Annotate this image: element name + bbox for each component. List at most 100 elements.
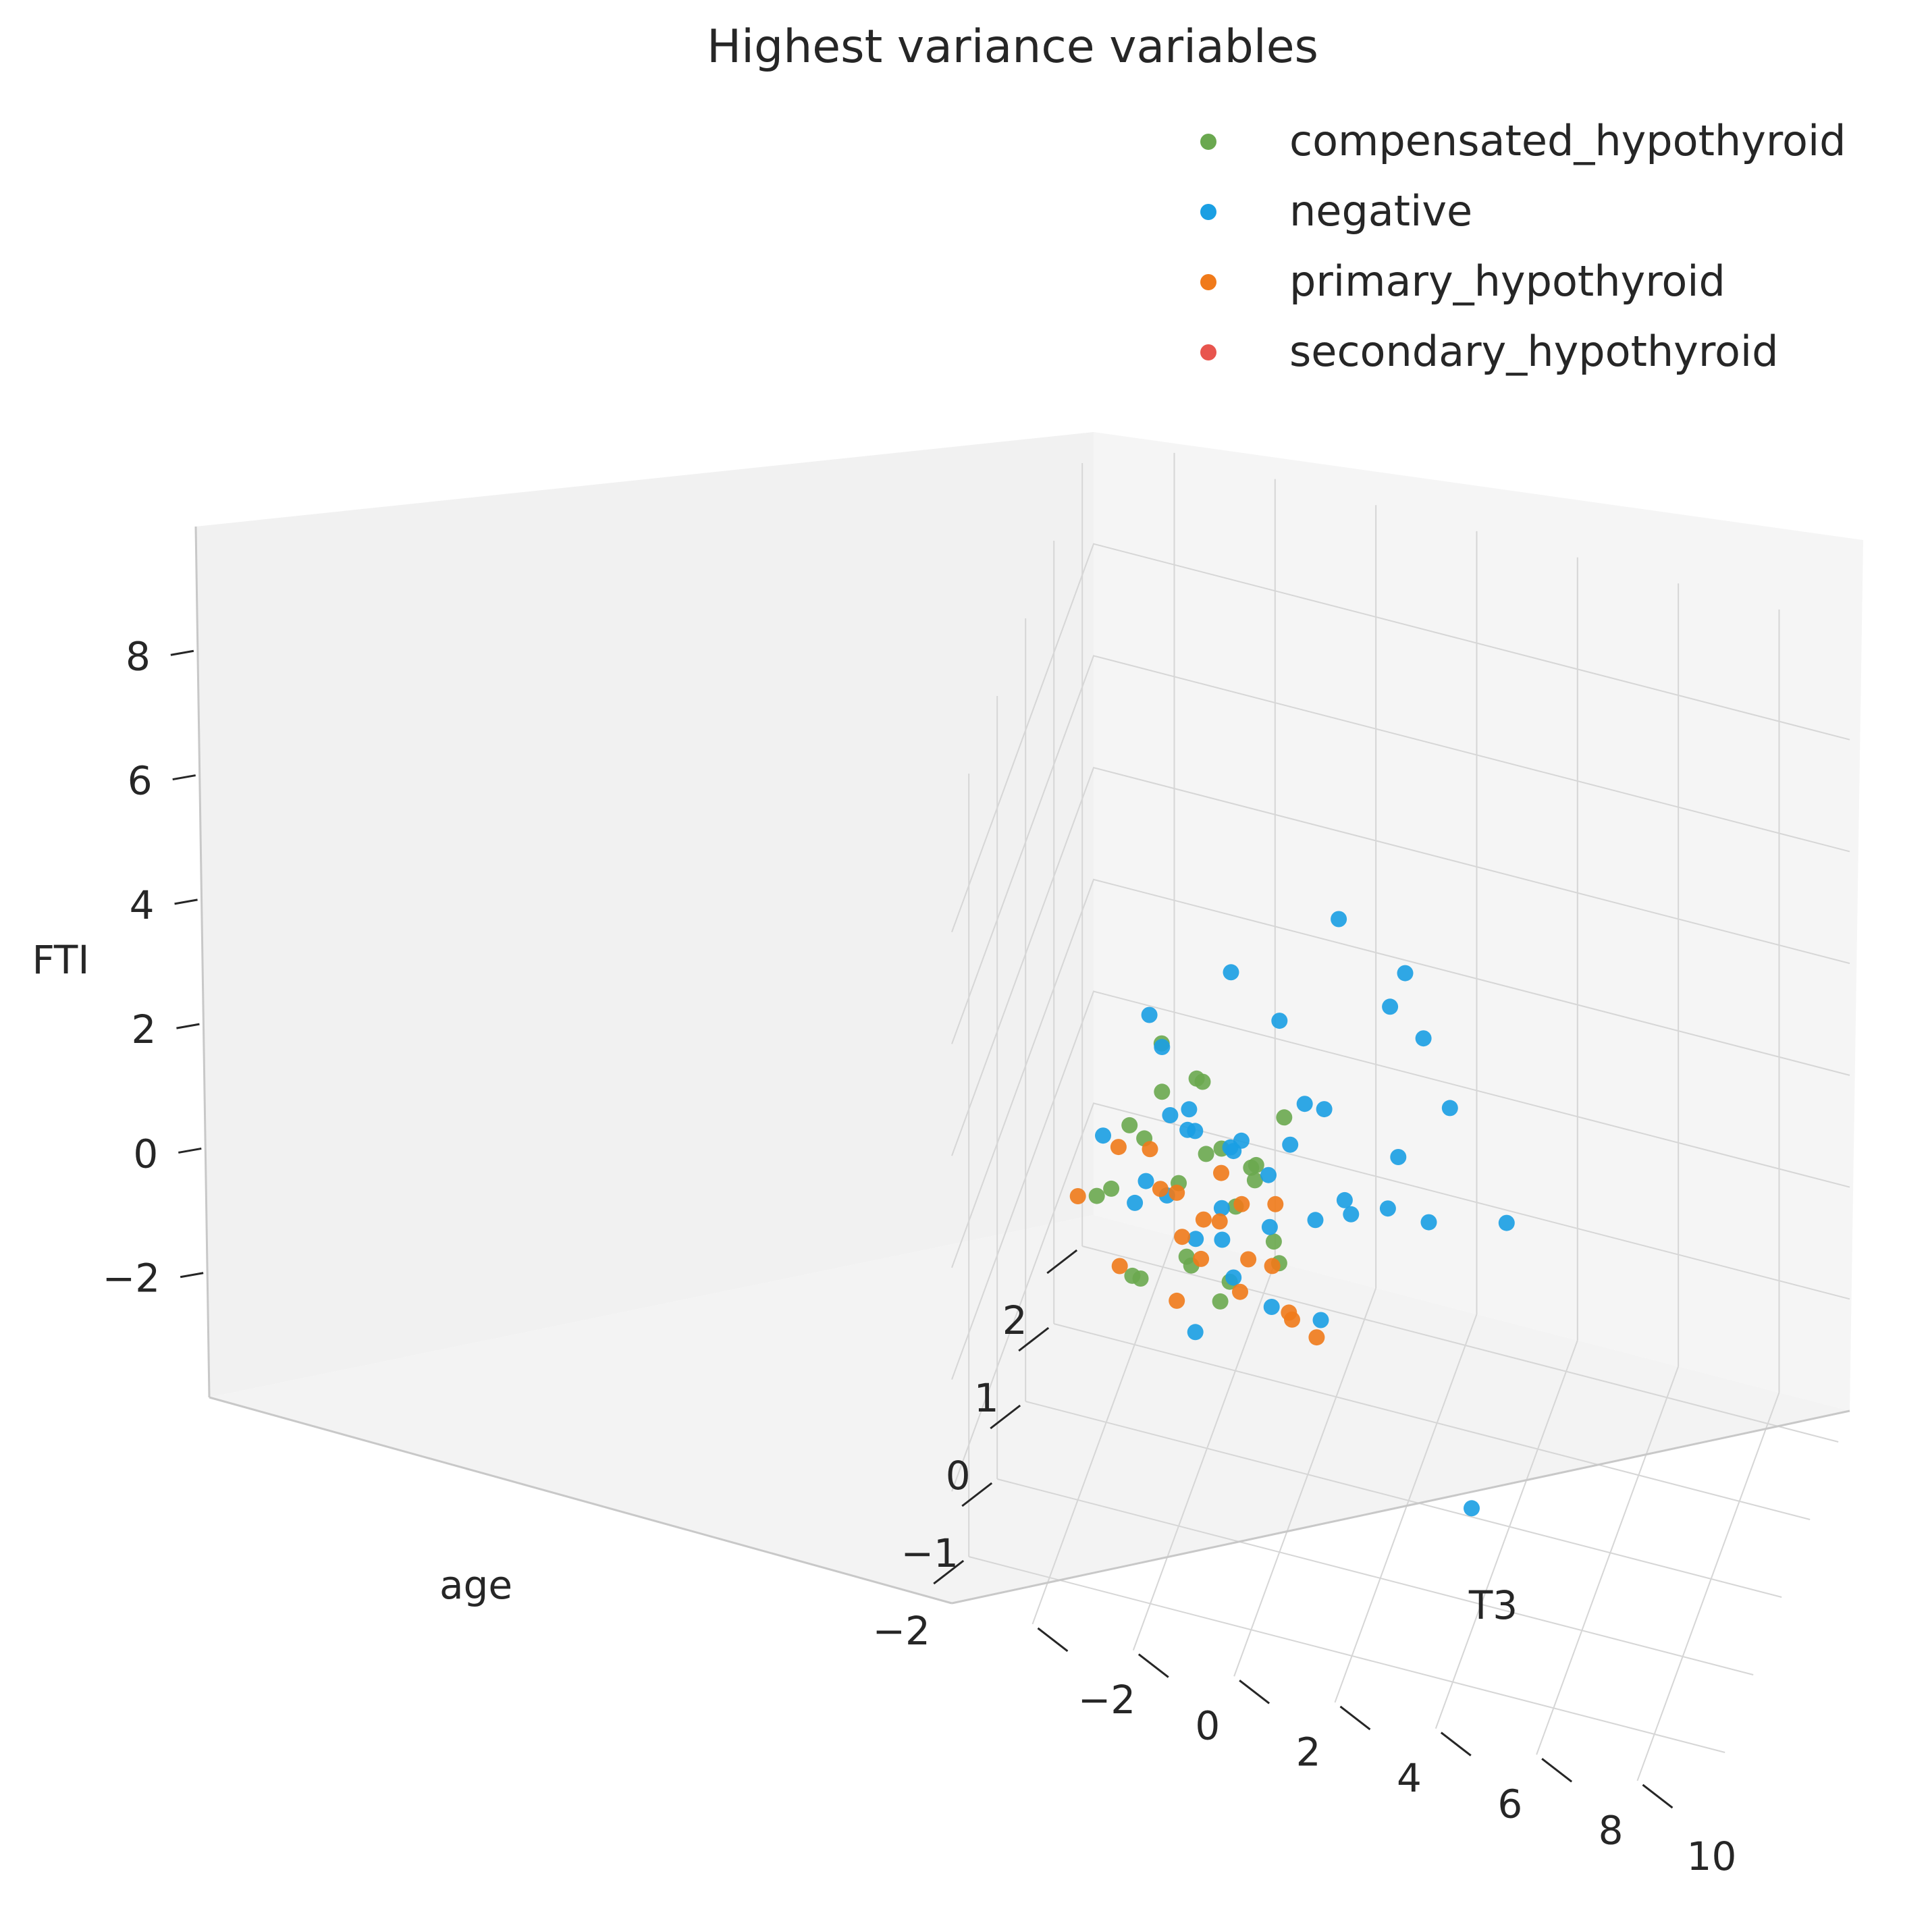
data-point [1142, 1141, 1158, 1158]
x-tick-label: −2 [872, 1608, 930, 1654]
y-tick [1541, 1758, 1573, 1783]
data-point [1331, 911, 1347, 928]
grid-line-z [951, 990, 1850, 1380]
data-point [1233, 1196, 1250, 1212]
y-tick [1137, 1653, 1169, 1678]
grid-line-x-floor [1053, 1323, 1811, 1520]
grid-line-x-floor [996, 1478, 1754, 1675]
data-point [1243, 1159, 1260, 1176]
data-point [1169, 1184, 1185, 1201]
data-point [1312, 1312, 1329, 1329]
data-point [1152, 1181, 1169, 1198]
data-point [1162, 1107, 1179, 1123]
data-point [1187, 1324, 1204, 1341]
data-point [1213, 1164, 1229, 1181]
grid-line-y-floor [1536, 1366, 1680, 1755]
data-point [1154, 1083, 1171, 1100]
data-point [1194, 1073, 1211, 1090]
z-tick-label: −2 [103, 1256, 161, 1302]
legend-entry: compensated_hypothyroid [1200, 116, 1846, 165]
data-point [1187, 1123, 1204, 1139]
y-tick-label: −2 [1078, 1677, 1136, 1723]
legend-marker [1200, 274, 1216, 290]
data-point [1379, 1200, 1396, 1217]
grid-line-y-floor [1032, 1235, 1175, 1625]
data-point [1276, 1109, 1293, 1126]
data-point [1441, 1100, 1458, 1117]
z-tick-label: 0 [133, 1131, 158, 1177]
y-axis-line [951, 1410, 1850, 1605]
data-point [1415, 1030, 1432, 1047]
x-tick [1018, 1326, 1050, 1352]
x-axis-label: age [439, 1562, 512, 1608]
data-point [1174, 1229, 1191, 1245]
axis-panes [196, 432, 1863, 1603]
data-point [1498, 1214, 1515, 1231]
data-point [1336, 1191, 1353, 1208]
data-point [1095, 1127, 1111, 1144]
x-tick-label: 0 [946, 1453, 971, 1499]
y-tick-label: 8 [1599, 1807, 1624, 1853]
data-point [1211, 1213, 1228, 1230]
legend-entry: secondary_hypothyroid [1200, 327, 1779, 376]
data-point [1193, 1250, 1210, 1267]
data-point [1121, 1117, 1138, 1133]
data-point [1246, 1172, 1263, 1189]
data-point [1069, 1188, 1086, 1204]
data-point [1281, 1304, 1297, 1321]
grid-lines [951, 452, 1850, 1781]
floor-pane [209, 1215, 1850, 1603]
x-tick [990, 1404, 1021, 1430]
data-point [1110, 1139, 1127, 1156]
y-tick [1037, 1627, 1069, 1653]
data-point [1390, 1149, 1407, 1165]
grid-line-y-floor [1233, 1287, 1377, 1677]
z-tick-label: 6 [128, 758, 153, 804]
chart-title: Highest variance variables [707, 20, 1318, 74]
z-axis-line [194, 526, 211, 1398]
legend-label: primary_hypothyroid [1289, 257, 1725, 306]
x-axis-line [209, 1396, 953, 1605]
x-tick-label: −1 [901, 1530, 959, 1576]
grid-line-z [951, 1102, 1850, 1492]
data-point [1187, 1231, 1204, 1247]
data-point [1260, 1166, 1277, 1183]
legend-label: secondary_hypothyroid [1289, 327, 1779, 376]
x-tick [961, 1482, 993, 1507]
data-point [1195, 1211, 1212, 1228]
data-point [1263, 1299, 1280, 1315]
data-point [1316, 1101, 1333, 1118]
data-point [1214, 1231, 1231, 1248]
x-tick-label: 1 [974, 1375, 999, 1421]
legend-label: compensated_hypothyroid [1289, 116, 1846, 165]
data-point [1296, 1096, 1313, 1112]
data-point [1308, 1329, 1325, 1346]
data-point [1240, 1251, 1257, 1268]
data-point [1307, 1212, 1324, 1229]
data-points [1069, 911, 1515, 1517]
data-point [1103, 1180, 1120, 1197]
data-point [1169, 1292, 1185, 1309]
legend-entry: negative [1200, 186, 1472, 236]
data-point [1382, 998, 1399, 1015]
grid-line-x-floor [1025, 1401, 1782, 1598]
y-axis-label: T3 [1468, 1582, 1518, 1628]
legend-marker [1200, 134, 1216, 150]
y-tick [1339, 1705, 1371, 1731]
data-point [1267, 1196, 1284, 1212]
series-primary_hypothyroid [1069, 1139, 1325, 1346]
z-tick [176, 1023, 200, 1029]
grid-line-z [951, 655, 1850, 1044]
z-tick [178, 1147, 202, 1154]
data-point [1225, 1269, 1242, 1286]
grid-line-y-floor [1334, 1314, 1478, 1703]
y-tick-label: 10 [1687, 1833, 1737, 1879]
x-tick-label: 2 [1002, 1297, 1027, 1343]
z-tick-label: 8 [126, 633, 151, 679]
series-negative [1095, 911, 1515, 1517]
legend-marker [1200, 344, 1216, 360]
data-point [1124, 1267, 1141, 1284]
